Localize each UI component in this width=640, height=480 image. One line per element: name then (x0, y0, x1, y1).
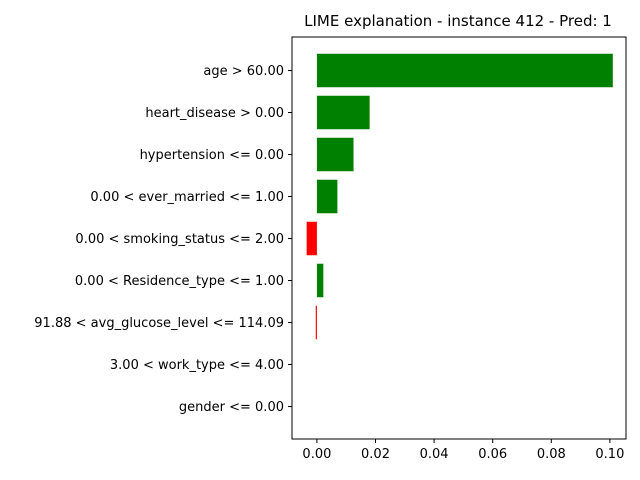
bar-4 (306, 221, 317, 256)
y-tick-label-0: age > 60.00 (203, 64, 284, 79)
y-tick-label-5: 0.00 < Residence_type <= 1.00 (75, 274, 284, 289)
x-tick-label-2: 0.04 (420, 447, 449, 462)
bar-1 (316, 95, 370, 130)
y-tick-label-2: hypertension <= 0.00 (140, 148, 284, 163)
y-tick-label-8: gender <= 0.00 (179, 400, 284, 415)
bar-3 (316, 179, 338, 214)
x-tick-label-1: 0.02 (361, 447, 390, 462)
x-tick-label-5: 0.10 (595, 447, 624, 462)
y-tick-label-3: 0.00 < ever_married <= 1.00 (90, 190, 284, 205)
bar-0 (316, 53, 613, 88)
y-tick-label-4: 0.00 < smoking_status <= 2.00 (75, 232, 284, 247)
bar-6 (315, 305, 317, 340)
x-tick-label-0: 0.00 (302, 447, 331, 462)
y-axis: age > 60.00 heart_disease > 0.00 hypertens… (34, 64, 292, 415)
plot-frame (291, 36, 627, 440)
chart-title: LIME explanation - instance 412 - Pred: … (304, 12, 612, 30)
bar-2 (316, 137, 354, 172)
y-tick-label-1: heart_disease > 0.00 (145, 106, 284, 121)
bars-layer (306, 53, 613, 340)
x-tick-label-4: 0.08 (537, 447, 566, 462)
x-tick-label-3: 0.06 (478, 447, 507, 462)
y-tick-label-7: 3.00 < work_type <= 4.00 (110, 358, 284, 373)
x-axis: 0.00 0.02 0.04 0.06 0.08 0.10 (302, 439, 624, 462)
bar-5 (316, 263, 324, 298)
y-tick-label-6: 91.88 < avg_glucose_level <= 114.09 (34, 316, 284, 331)
